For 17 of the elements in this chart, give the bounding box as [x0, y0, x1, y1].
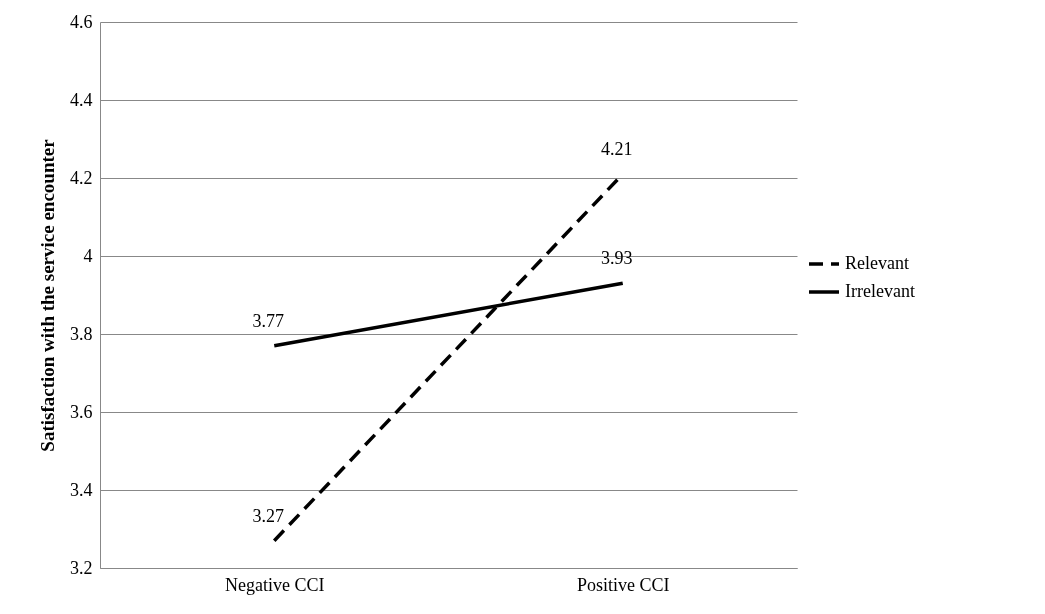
- legend-label: Irrelevant: [845, 281, 915, 301]
- y-tick-label: 4.6: [70, 11, 93, 32]
- x-tick-label: Negative CCI: [225, 574, 325, 595]
- y-tick-label: 4: [83, 245, 93, 266]
- data-label: 3.93: [601, 248, 633, 269]
- data-label: 4.21: [601, 139, 633, 160]
- y-tick-label: 4.2: [70, 167, 93, 188]
- y-tick-label: 3.2: [70, 557, 93, 578]
- y-tick-label: 3.6: [70, 401, 93, 422]
- y-tick-label: 3.8: [70, 323, 93, 344]
- x-tick-label: Positive CCI: [576, 574, 670, 595]
- data-label: 3.77: [252, 310, 284, 331]
- y-tick-label: 3.4: [70, 479, 93, 500]
- y-axis-title: Satisfaction with the service encounter: [37, 138, 58, 452]
- data-label: 3.27: [252, 505, 284, 526]
- y-tick-label: 4.4: [70, 89, 93, 110]
- legend-label: Relevant: [845, 253, 909, 273]
